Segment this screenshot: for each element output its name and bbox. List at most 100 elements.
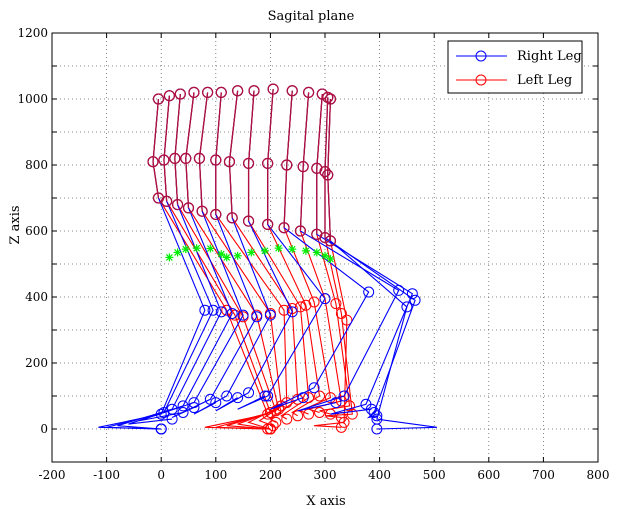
- right-leg-frame: [117, 88, 227, 435]
- right-leg-joint-marker: [177, 407, 189, 418]
- overlap-line: [228, 90, 239, 218]
- left-leg-joint-marker: [264, 423, 276, 435]
- overlap-joint-marker: [319, 166, 331, 178]
- upper-body-overlap: [278, 85, 298, 234]
- left-leg-frame: [294, 86, 347, 418]
- plot-area: [98, 83, 438, 435]
- overlap-joint-marker: [324, 93, 337, 105]
- overlap-joint-marker: [161, 195, 173, 207]
- right-leg-joint-marker: [330, 397, 342, 409]
- right-leg-joint-marker: [259, 390, 271, 402]
- overlap-joint-marker: [223, 156, 236, 168]
- com-star-marker: [326, 255, 335, 264]
- overlap-joint-marker: [169, 152, 181, 164]
- right-leg-joint-marker: [371, 410, 383, 422]
- overlap-line: [267, 89, 274, 225]
- left-leg-frame: [210, 86, 293, 432]
- x-tick-label: 400: [368, 468, 391, 482]
- com-star-marker: [274, 244, 283, 253]
- overlap-line: [198, 92, 209, 212]
- overlap-line: [324, 97, 329, 238]
- com-star-marker: [222, 253, 231, 262]
- overlap-joint-marker: [174, 88, 186, 100]
- overlap-joint-marker: [294, 225, 307, 237]
- left-leg-joint-marker: [335, 421, 347, 433]
- right-leg-stick-line: [117, 94, 222, 430]
- legend-item-right-leg: Right Leg: [456, 49, 582, 64]
- right-leg-joint-marker: [188, 402, 200, 414]
- right-leg-joint-marker: [251, 311, 263, 323]
- right-leg-joint-marker: [199, 304, 211, 316]
- upper-body-overlap: [180, 86, 200, 214]
- overlap-line: [247, 90, 255, 222]
- overlap-joint-marker: [226, 212, 238, 224]
- left-leg-joint-marker: [308, 296, 320, 308]
- right-leg-joint-marker: [226, 308, 238, 319]
- overlap-joint-marker: [303, 86, 315, 99]
- y-tick-label: 1000: [17, 92, 48, 106]
- left-leg-joint-marker: [330, 298, 342, 310]
- overlap-line: [152, 98, 160, 199]
- right-leg-stick-line: [324, 97, 416, 419]
- left-leg-joint-marker: [278, 304, 290, 316]
- overlap-joint-marker: [171, 199, 184, 211]
- legend-marker-left-leg: [475, 74, 487, 86]
- left-leg-joint-marker: [341, 314, 353, 326]
- overlap-joint-marker: [163, 90, 175, 102]
- right-leg-joint-marker: [232, 392, 244, 404]
- overlap-joint-marker: [180, 152, 192, 164]
- left-leg-joint-marker: [324, 408, 336, 420]
- upper-body-overlap: [210, 86, 227, 221]
- com-star-marker: [173, 248, 182, 257]
- overlap-joint-marker: [242, 215, 255, 227]
- upper-body-overlap: [322, 93, 337, 247]
- y-axis-label: Z axis: [8, 205, 23, 244]
- right-leg-joint-marker: [210, 397, 222, 409]
- com-star-marker: [312, 248, 321, 257]
- left-leg-joint-marker: [314, 390, 326, 402]
- left-leg-joint-marker: [335, 308, 347, 319]
- com-star-marker: [192, 244, 201, 253]
- left-leg-joint-marker: [229, 309, 241, 321]
- left-leg-joint-marker: [281, 413, 293, 425]
- overlap-joint-marker: [267, 83, 279, 95]
- upper-body-overlap: [294, 86, 315, 237]
- right-leg-joint-marker: [297, 392, 309, 404]
- overlap-joint-marker: [242, 157, 255, 169]
- right-leg-joint-marker: [308, 382, 320, 394]
- overlap-joint-marker: [215, 86, 227, 99]
- right-leg-joint-marker: [409, 294, 421, 306]
- y-tick-labels: 0 200 400 600 800 1000 1200: [17, 26, 48, 436]
- left-leg-stick-line: [248, 90, 310, 420]
- com-star-marker: [181, 245, 190, 254]
- overlap-joint-marker: [210, 208, 222, 221]
- legend-label-left-leg: Left Leg: [517, 73, 572, 88]
- legend-label-right-leg: Right Leg: [517, 49, 582, 64]
- com-star-marker: [247, 248, 256, 257]
- y-tick-label: 400: [25, 290, 48, 304]
- overlap-joint-marker: [281, 159, 293, 171]
- overlap-joint-marker: [193, 152, 206, 164]
- overlap-joint-marker: [322, 169, 334, 181]
- x-tick-label: -100: [93, 468, 120, 482]
- overlap-joint-marker: [158, 154, 170, 166]
- overlap-line: [283, 90, 293, 228]
- upper-body-overlap: [242, 85, 260, 227]
- upper-body-overlap: [193, 86, 214, 217]
- x-tick-label: 200: [259, 468, 282, 482]
- legend: Right Leg Left Leg: [447, 40, 583, 94]
- y-tick-label: 0: [40, 422, 48, 436]
- overlap-line: [327, 98, 332, 241]
- overlap-line: [215, 92, 222, 215]
- right-leg-joint-marker: [243, 387, 255, 399]
- overlap-joint-marker: [196, 205, 208, 217]
- right-leg-joint-marker: [264, 309, 276, 321]
- overlap-joint-marker: [316, 88, 328, 100]
- upper-body-overlap: [147, 93, 165, 204]
- right-leg-frame: [215, 85, 298, 412]
- com-star-marker: [301, 246, 310, 255]
- upper-body-overlap: [169, 88, 186, 211]
- overlap-joint-marker: [278, 222, 290, 234]
- left-leg-joint-marker: [294, 301, 306, 313]
